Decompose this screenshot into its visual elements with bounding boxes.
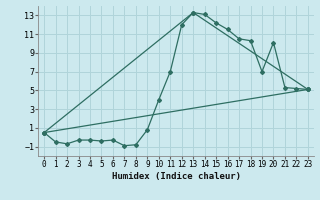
X-axis label: Humidex (Indice chaleur): Humidex (Indice chaleur) [111, 172, 241, 181]
